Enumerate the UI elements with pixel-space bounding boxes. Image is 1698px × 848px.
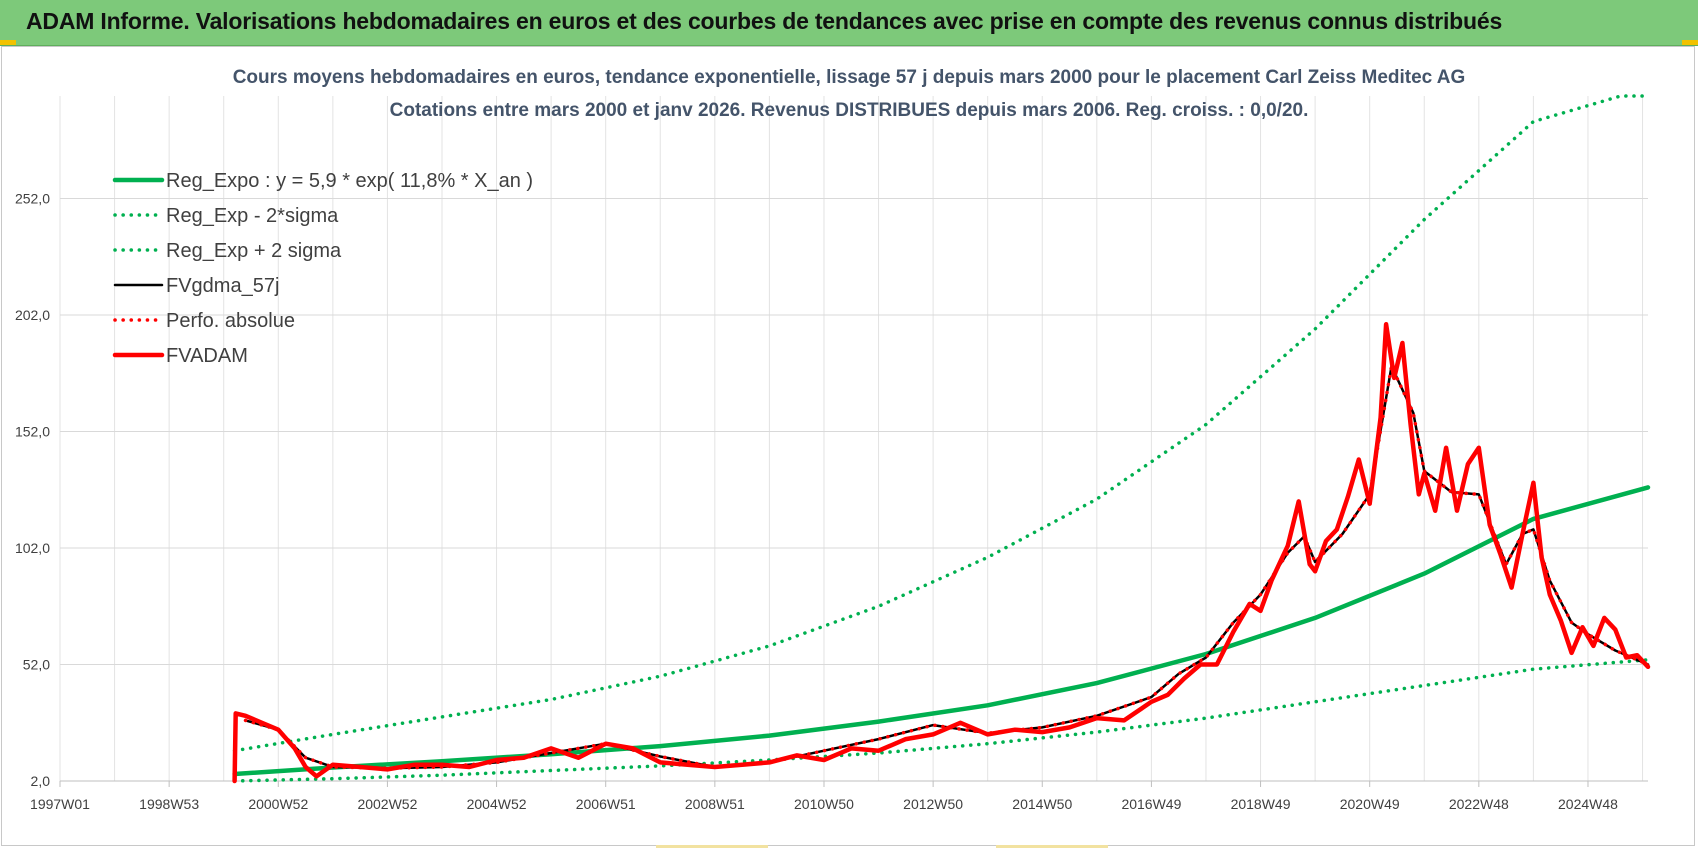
y-tick-label: 252,0	[15, 191, 50, 207]
x-tick-label: 2016W49	[1121, 796, 1181, 812]
chart-series	[232, 94, 1651, 784]
x-tick-label: 1998W53	[139, 796, 199, 812]
chart-legend: Reg_Expo : y = 5,9 * exp( 11,8% * X_an )…	[112, 170, 533, 367]
series-line-1	[232, 658, 1650, 783]
legend-label: Perfo. absolue	[166, 310, 295, 332]
x-tick-label: 2018W49	[1231, 796, 1291, 812]
corner-mark-left	[0, 40, 16, 45]
legend-label: FVADAM	[166, 345, 248, 367]
x-tick-label: 2008W51	[685, 796, 745, 812]
legend-label: Reg_Expo : y = 5,9 * exp( 11,8% * X_an )	[166, 170, 533, 192]
bottom-strip-2	[996, 845, 1108, 848]
x-tick-label: 2024W48	[1558, 796, 1618, 812]
series-line-0	[232, 485, 1651, 777]
corner-mark-right	[1682, 40, 1698, 45]
x-tick-label: 2010W50	[794, 796, 854, 812]
x-tick-label: 2012W50	[903, 796, 963, 812]
chart-frame	[1, 46, 1695, 846]
y-tick-label: 2,0	[31, 773, 51, 789]
x-tick-label: 2014W50	[1012, 796, 1072, 812]
chart-title: Cours moyens hebdomadaires en euros, ten…	[233, 67, 1466, 88]
x-tick-label: 2020W49	[1340, 796, 1400, 812]
x-tick-label: 2000W52	[248, 796, 308, 812]
legend-label: Reg_Exp + 2 sigma	[166, 240, 342, 262]
series-line-5	[232, 322, 1651, 784]
legend-label: FVgdma_57j	[166, 275, 279, 297]
x-tick-label: 2022W48	[1449, 796, 1509, 812]
y-tick-label: 152,0	[15, 424, 50, 440]
x-tick-label: 2006W51	[576, 796, 636, 812]
chart-axes: 2,0 52,0 102,0 152,0 202,0 252,0 1997W01 1998W5…	[15, 191, 1648, 812]
report-title: ADAM Informe. Valorisations hebdomadaire…	[26, 8, 1503, 34]
bottom-strip-1	[656, 845, 768, 848]
series-line-2	[232, 94, 1650, 753]
report-header-bar: ADAM Informe. Valorisations hebdomadaire…	[0, 0, 1698, 46]
y-tick-label: 102,0	[15, 540, 50, 556]
x-tick-label: 2004W52	[467, 796, 527, 812]
y-tick-label: 52,0	[23, 657, 50, 673]
x-tick-label: 1997W01	[30, 796, 90, 812]
y-tick-label: 202,0	[15, 307, 50, 323]
chart-subtitle: Cotations entre mars 2000 et janv 2026. …	[390, 100, 1309, 121]
legend-label: Reg_Exp - 2*sigma	[166, 205, 339, 227]
x-tick-label: 2002W52	[357, 796, 417, 812]
chart-grid	[59, 96, 1648, 782]
